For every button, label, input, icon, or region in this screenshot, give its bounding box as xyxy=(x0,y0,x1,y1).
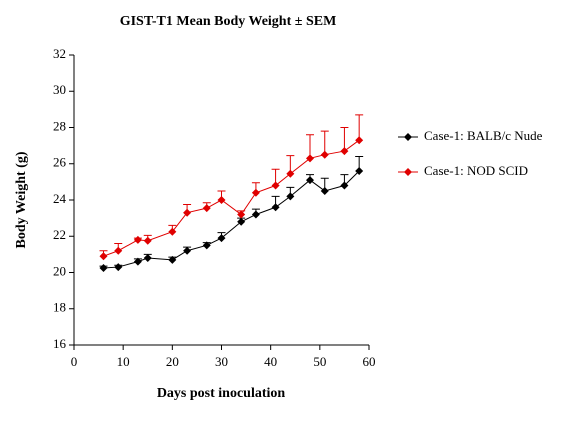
y-tick-label: 28 xyxy=(53,118,66,133)
data-point xyxy=(286,169,295,178)
legend-label: Case-1: BALB/c Nude xyxy=(424,128,543,143)
y-tick-label: 16 xyxy=(53,336,67,351)
y-tick-label: 22 xyxy=(53,227,66,242)
data-point xyxy=(143,254,152,262)
y-tick-label: 32 xyxy=(53,46,66,61)
data-point xyxy=(217,234,226,243)
y-axis-label: Body Weight (g) xyxy=(14,151,29,248)
y-tick-label: 24 xyxy=(53,191,67,206)
data-point xyxy=(217,196,226,204)
data-point xyxy=(320,186,329,195)
chart-title: GIST-T1 Mean Body Weight ± SEM xyxy=(120,14,337,29)
legend-marker xyxy=(404,133,412,141)
data-point xyxy=(168,227,177,236)
x-tick-label: 40 xyxy=(264,354,277,369)
data-point xyxy=(143,236,152,245)
data-point xyxy=(168,255,177,264)
data-point xyxy=(133,235,142,244)
error-bar xyxy=(355,114,364,141)
data-point xyxy=(340,147,349,156)
series-line xyxy=(103,139,360,257)
data-point xyxy=(202,204,211,213)
data-point xyxy=(320,150,329,159)
data-point xyxy=(99,252,108,261)
data-point xyxy=(271,203,280,212)
data-point xyxy=(183,246,192,255)
data-point xyxy=(114,246,123,255)
data-point xyxy=(251,188,260,197)
y-tick-label: 20 xyxy=(53,263,66,278)
data-point xyxy=(114,263,123,272)
legend-marker xyxy=(404,168,412,176)
x-tick-label: 30 xyxy=(215,354,228,369)
data-point xyxy=(340,181,349,190)
data-point xyxy=(271,181,280,190)
data-point xyxy=(286,192,295,201)
series-line xyxy=(103,170,360,269)
data-point xyxy=(237,217,246,226)
x-tick-label: 10 xyxy=(117,354,130,369)
y-tick-label: 26 xyxy=(53,155,67,170)
data-point xyxy=(306,176,314,185)
y-tick-label: 30 xyxy=(53,82,66,97)
data-point xyxy=(183,208,192,217)
x-axis-label: Days post inoculation xyxy=(157,386,286,401)
data-point xyxy=(355,167,364,175)
data-point xyxy=(355,136,364,145)
data-point xyxy=(133,257,142,266)
data-point xyxy=(306,154,314,163)
x-tick-label: 0 xyxy=(71,354,78,369)
x-tick-label: 60 xyxy=(363,354,376,369)
data-point xyxy=(202,241,211,250)
data-point xyxy=(237,210,246,219)
x-tick-label: 20 xyxy=(166,354,179,369)
data-point xyxy=(251,210,260,219)
x-tick-label: 50 xyxy=(313,354,326,369)
data-point xyxy=(99,263,108,272)
legend-label: Case-1: NOD SCID xyxy=(424,163,528,178)
y-tick-label: 18 xyxy=(53,300,66,315)
